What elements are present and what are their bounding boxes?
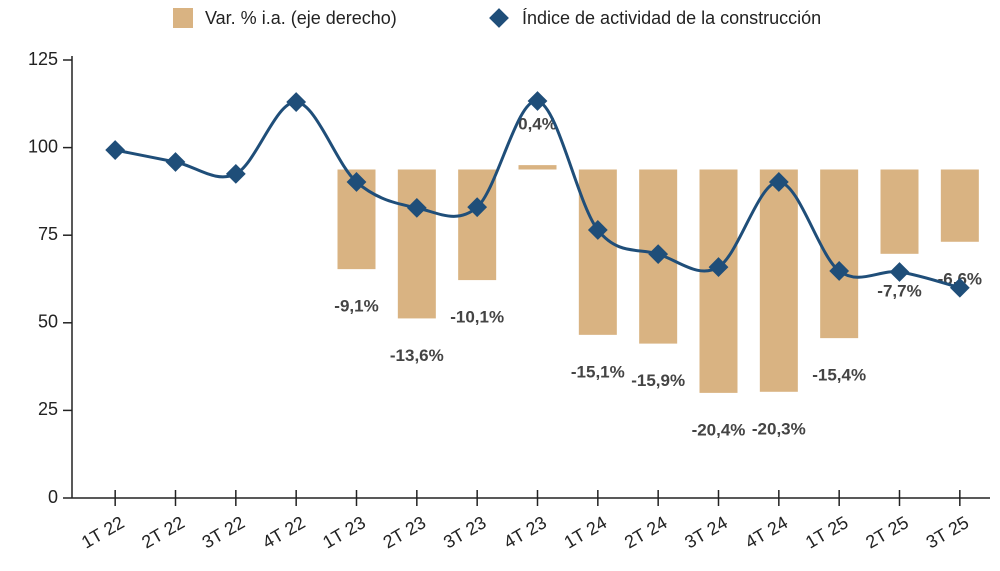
y-tick-label: 75 (38, 224, 58, 244)
marker (889, 262, 910, 282)
x-tick-label: 1T 24 (561, 512, 611, 552)
x-tick-label: 2T 24 (621, 512, 671, 552)
x-tick-label: 1T 25 (802, 512, 852, 552)
y-tick-label: 100 (28, 136, 58, 156)
bar (759, 169, 798, 392)
value-label: -15,1% (571, 362, 625, 381)
x-tick-label: 3T 23 (440, 512, 490, 552)
value-label: -20,3% (752, 419, 806, 438)
marker (225, 163, 246, 184)
bar (518, 165, 557, 170)
x-tick-label: 3T 22 (199, 512, 249, 552)
value-label: -10,1% (450, 308, 504, 327)
marker (286, 92, 307, 112)
value-label: -7,7% (877, 281, 921, 300)
marker (467, 197, 488, 218)
value-label: -20,4% (692, 420, 746, 439)
x-tick-label: 3T 24 (681, 512, 731, 552)
bar (578, 169, 617, 335)
marker (949, 277, 970, 298)
bar (397, 169, 436, 319)
legend-swatch (173, 8, 193, 28)
x-tick-label: 1T 23 (319, 512, 369, 552)
bar (880, 169, 919, 254)
marker (105, 140, 126, 160)
x-tick-label: 4T 22 (259, 512, 309, 552)
marker (708, 257, 729, 277)
legend-label: Índice de actividad de la construcción (522, 8, 821, 28)
x-tick-label: 4T 24 (742, 512, 792, 552)
x-tick-label: 2T 25 (862, 512, 912, 552)
value-label: 0,4% (518, 115, 557, 134)
bar (940, 169, 979, 242)
marker (346, 172, 367, 192)
y-tick-label: 25 (38, 399, 58, 419)
legend-label: Var. % i.a. (eje derecho) (205, 8, 397, 28)
value-label: -15,9% (631, 371, 685, 390)
x-tick-label: 1T 22 (78, 512, 128, 552)
x-tick-label: 3T 25 (923, 512, 973, 552)
y-tick-label: 125 (28, 49, 58, 69)
value-label: -13,6% (390, 346, 444, 365)
marker (406, 197, 427, 218)
value-label: -15,4% (812, 366, 866, 385)
value-label: -9,1% (334, 297, 378, 316)
legend-swatch (489, 8, 509, 28)
x-tick-label: 2T 23 (380, 512, 430, 552)
marker (165, 152, 186, 172)
x-tick-label: 2T 22 (138, 512, 188, 552)
y-tick-label: 50 (38, 312, 58, 332)
bar (699, 169, 738, 393)
marker (829, 261, 850, 281)
x-tick-label: 4T 23 (500, 512, 550, 552)
y-tick-label: 0 (48, 487, 58, 507)
